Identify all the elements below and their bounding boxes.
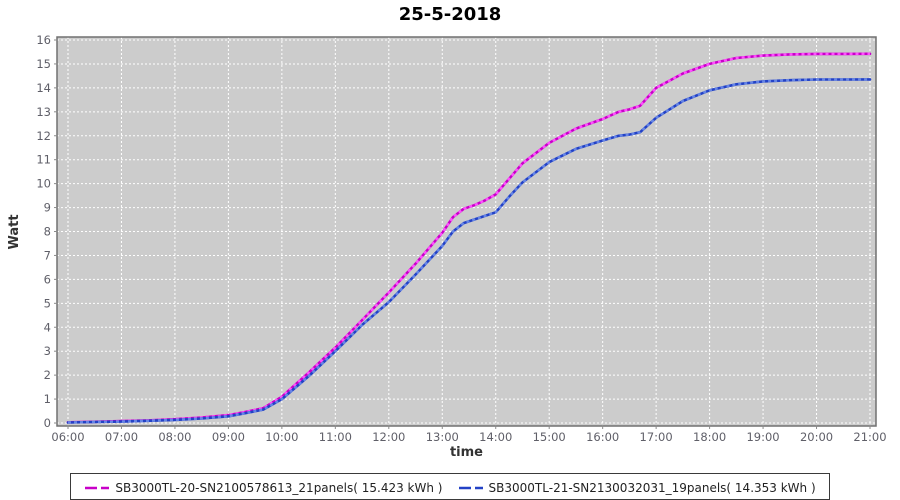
x-tick-label: 17:00: [640, 430, 673, 444]
x-tick-label: 07:00: [105, 430, 138, 444]
y-tick-label: 15: [36, 57, 51, 71]
y-tick-label: 1: [44, 392, 51, 406]
y-tick-label: 8: [44, 225, 51, 239]
x-tick-label: 16:00: [586, 430, 619, 444]
y-tick-label: 0: [44, 416, 51, 430]
y-tick-label: 2: [44, 368, 51, 382]
y-tick-label: 5: [44, 296, 51, 310]
legend-label-series2: SB3000TL-21-SN2130032031_19panels( 14.35…: [488, 480, 816, 495]
legend-item-series2: SB3000TL-21-SN2130032031_19panels( 14.35…: [458, 481, 816, 495]
series-line-overlay-2: [67, 78, 871, 424]
y-tick-label: 12: [36, 129, 51, 143]
y-tick-label: 4: [44, 320, 51, 334]
y-tick-label: 13: [36, 105, 51, 119]
x-tick-label: 08:00: [158, 430, 191, 444]
x-tick-label: 18:00: [693, 430, 726, 444]
y-axis-label: Watt: [7, 214, 22, 250]
x-tick-label: 11:00: [319, 430, 352, 444]
y-tick-label: 10: [36, 177, 51, 191]
series2-line-swatch-icon: [458, 486, 483, 489]
y-tick-label: 3: [44, 344, 51, 358]
legend-box: SB3000TL-20-SN2100578613_21panels( 15.42…: [70, 473, 830, 500]
plot-area: 06:00 07:00 08:00 09:00 10:00 11:00 12:00 13:00…: [36, 33, 886, 444]
x-tick-label: 12:00: [372, 430, 405, 444]
x-tick-label: 19:00: [746, 430, 779, 444]
y-tick-label: 6: [44, 272, 51, 286]
y-tick-label: 16: [36, 33, 51, 47]
chart-title: 25-5-2018: [398, 4, 502, 25]
y-tick-label: 14: [36, 81, 51, 95]
series1-line-swatch-icon: [85, 486, 110, 489]
legend-label-series1: SB3000TL-20-SN2100578613_21panels( 15.42…: [115, 480, 443, 495]
x-axis-label: time: [449, 445, 484, 460]
x-tick-label: 06:00: [51, 430, 84, 444]
y-tick-label: 7: [44, 248, 51, 262]
x-tick-label: 09:00: [212, 430, 245, 444]
y-tick-label: 11: [36, 153, 51, 167]
x-tick-label: 20:00: [800, 430, 833, 444]
legend-item-series1: SB3000TL-20-SN2100578613_21panels( 15.42…: [84, 481, 442, 495]
y-tick-label: 9: [44, 201, 51, 215]
legend: SB3000TL-20-SN2100578613_21panels( 15.42…: [0, 473, 900, 500]
x-tick-label: 14:00: [479, 430, 512, 444]
x-tick-label: 13:00: [426, 430, 459, 444]
x-tick-label: 10:00: [265, 430, 298, 444]
x-tick-label: 21:00: [853, 430, 886, 444]
x-tick-label: 15:00: [533, 430, 566, 444]
